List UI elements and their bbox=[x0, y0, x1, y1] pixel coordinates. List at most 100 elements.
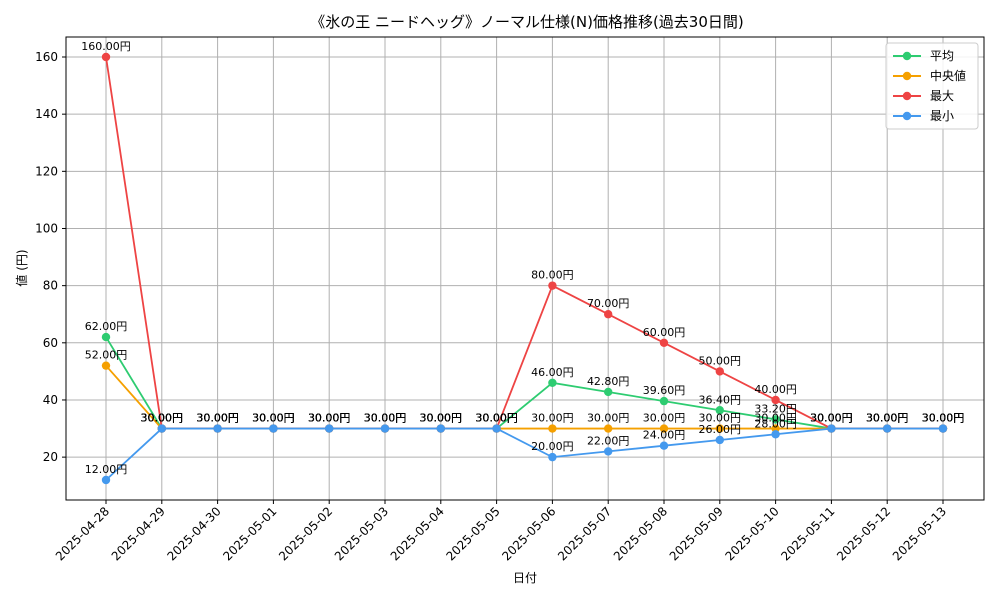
data-point bbox=[604, 310, 613, 319]
series-line-2 bbox=[105, 56, 943, 430]
plot-frame bbox=[65, 36, 985, 501]
data-point bbox=[604, 424, 613, 433]
data-point bbox=[715, 435, 724, 445]
data-label: 12.00円 bbox=[85, 463, 128, 476]
data-point bbox=[659, 424, 669, 433]
series-line-3 bbox=[105, 427, 943, 481]
data-label: 30.00円 bbox=[866, 412, 909, 425]
data-label: 30.00円 bbox=[587, 412, 630, 425]
legend-label: 平均 bbox=[930, 49, 954, 63]
data-label: 30.00円 bbox=[475, 412, 518, 425]
x-tick-label: 2025-05-04 bbox=[388, 504, 447, 563]
chart-title: 《氷の王 ニードヘッグ》ノーマル仕様(N)価格推移(過去30日間) bbox=[310, 13, 744, 31]
data-label: 30.00円 bbox=[922, 412, 965, 425]
data-point bbox=[436, 424, 445, 433]
data-label: 30.00円 bbox=[308, 412, 351, 425]
data-point bbox=[771, 415, 780, 424]
data-label: 30.00円 bbox=[810, 412, 853, 425]
data-label: 30.00円 bbox=[420, 412, 463, 425]
data-label: 30.00円 bbox=[754, 412, 797, 425]
y-tick-label: 60 bbox=[43, 336, 58, 350]
data-label: 30.00円 bbox=[141, 412, 184, 425]
data-label: 26.00円 bbox=[699, 423, 742, 436]
y-tick-label: 20 bbox=[43, 450, 58, 464]
x-tick-label: 2025-04-30 bbox=[165, 504, 224, 563]
data-label: 42.80円 bbox=[587, 375, 630, 388]
x-tick-label: 2025-04-29 bbox=[109, 504, 168, 563]
data-label: 30.00円 bbox=[252, 412, 295, 425]
data-point bbox=[715, 367, 724, 376]
data-label: 30.00円 bbox=[141, 412, 184, 425]
data-label: 30.00円 bbox=[252, 412, 295, 425]
y-tick-label: 120 bbox=[35, 164, 58, 178]
data-label: 22.00円 bbox=[587, 434, 630, 447]
x-axis: 2025-04-282025-04-292025-04-302025-05-01… bbox=[53, 500, 949, 563]
data-point bbox=[101, 332, 111, 342]
data-label: 30.00円 bbox=[196, 412, 239, 425]
data-label: 30.00円 bbox=[196, 412, 239, 425]
data-point bbox=[548, 281, 557, 290]
data-point bbox=[604, 447, 613, 456]
data-label: 30.00円 bbox=[196, 412, 239, 425]
data-label: 30.00円 bbox=[810, 412, 853, 425]
data-label: 62.00円 bbox=[85, 320, 128, 333]
x-tick-label: 2025-05-03 bbox=[332, 504, 391, 563]
data-label: 30.00円 bbox=[922, 412, 965, 425]
data-point bbox=[492, 424, 501, 433]
data-point bbox=[269, 424, 278, 433]
data-point bbox=[213, 424, 222, 433]
data-point bbox=[604, 387, 613, 397]
data-label: 30.00円 bbox=[531, 412, 574, 425]
data-point bbox=[659, 396, 669, 406]
legend-marker bbox=[902, 111, 912, 121]
data-label: 30.00円 bbox=[420, 412, 463, 425]
data-label: 30.00円 bbox=[364, 412, 407, 425]
data-point bbox=[883, 424, 892, 433]
legend-label: 中央値 bbox=[930, 68, 966, 83]
data-point bbox=[771, 395, 780, 405]
data-label: 30.00円 bbox=[308, 412, 351, 425]
series-group bbox=[101, 52, 948, 485]
data-label: 30.00円 bbox=[475, 412, 518, 425]
data-label: 30.00円 bbox=[420, 412, 463, 425]
x-tick-label: 2025-05-09 bbox=[667, 504, 726, 563]
grid bbox=[66, 37, 984, 500]
data-label: 30.00円 bbox=[252, 412, 295, 425]
data-label: 30.00円 bbox=[866, 412, 909, 425]
x-tick-label: 2025-04-28 bbox=[53, 504, 112, 563]
data-label: 30.00円 bbox=[643, 412, 686, 425]
y-tick-label: 160 bbox=[35, 50, 58, 64]
data-label: 30.00円 bbox=[922, 412, 965, 425]
legend-marker bbox=[902, 91, 912, 101]
data-point bbox=[659, 338, 669, 348]
x-tick-label: 2025-05-02 bbox=[276, 504, 335, 563]
data-point bbox=[101, 52, 111, 62]
data-label: 60.00円 bbox=[643, 326, 686, 339]
data-point bbox=[715, 406, 724, 415]
legend-label: 最大 bbox=[930, 89, 954, 103]
x-tick-label: 2025-05-06 bbox=[499, 504, 558, 563]
data-label: 30.00円 bbox=[810, 412, 853, 425]
y-axis-label: 値 (円) bbox=[14, 249, 29, 286]
data-label: 30.00円 bbox=[308, 412, 351, 425]
data-labels: 62.00円 30.00円 30.00円 30.00円 30.00円 30.00円 30.0… bbox=[81, 40, 964, 476]
x-tick-label: 2025-05-01 bbox=[220, 504, 279, 563]
data-label: 30.00円 bbox=[699, 412, 742, 425]
data-label: 50.00円 bbox=[699, 354, 742, 367]
data-point bbox=[325, 424, 334, 433]
data-point bbox=[715, 424, 724, 433]
data-point bbox=[771, 430, 780, 439]
x-tick-label: 2025-05-12 bbox=[834, 504, 893, 563]
data-label: 24.00円 bbox=[643, 429, 686, 442]
legend-box bbox=[885, 42, 979, 130]
data-label: 30.00円 bbox=[364, 412, 407, 425]
y-tick-label: 100 bbox=[35, 221, 58, 235]
data-label: 33.20円 bbox=[754, 402, 797, 415]
data-point bbox=[380, 424, 390, 433]
data-label: 30.00円 bbox=[141, 412, 184, 425]
legend-marker bbox=[902, 51, 912, 61]
x-tick-label: 2025-05-11 bbox=[778, 504, 837, 563]
data-point bbox=[157, 424, 166, 433]
